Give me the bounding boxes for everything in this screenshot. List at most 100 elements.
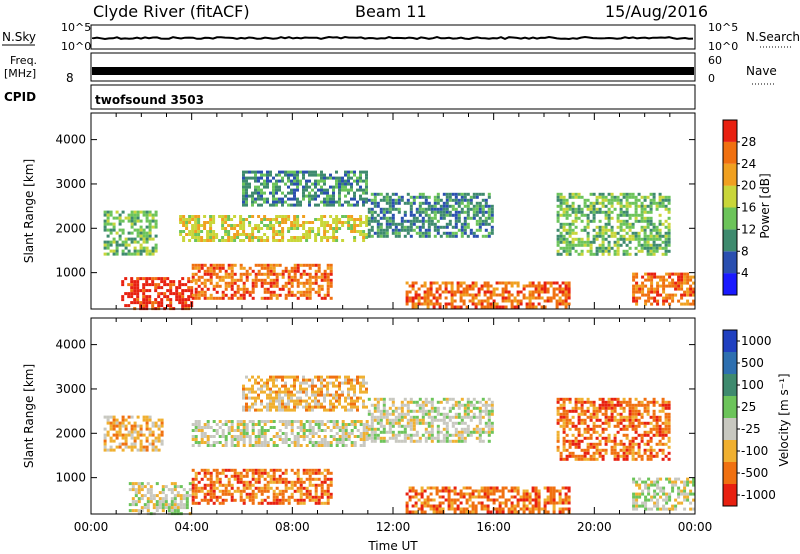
data-cell <box>203 224 207 227</box>
data-cell <box>130 210 134 214</box>
data-cell <box>124 243 128 247</box>
data-cell <box>347 390 350 394</box>
data-cell <box>203 293 207 297</box>
data-cell <box>567 498 571 502</box>
data-cell <box>245 432 249 435</box>
data-cell <box>456 281 460 285</box>
data-cell <box>212 486 216 490</box>
data-cell <box>426 302 430 306</box>
data-cell <box>510 302 514 306</box>
data-cell <box>427 234 431 238</box>
data-cell <box>266 495 270 499</box>
data-cell <box>347 402 350 406</box>
data-cell <box>484 216 488 220</box>
data-cell <box>266 396 269 400</box>
data-cell <box>245 471 249 475</box>
data-cell <box>275 468 279 472</box>
data-cell <box>409 427 413 431</box>
data-cell <box>272 384 275 388</box>
data-cell <box>254 444 258 447</box>
data-cell <box>224 483 228 487</box>
data-cell <box>224 275 228 279</box>
data-cell <box>463 195 467 199</box>
data-cell <box>489 492 493 496</box>
data-cell <box>359 423 363 426</box>
data-cell <box>580 195 584 199</box>
data-cell <box>305 387 308 391</box>
data-cell <box>293 393 296 397</box>
data-cell <box>314 179 317 183</box>
data-cell <box>622 192 626 196</box>
data-cell <box>335 221 339 224</box>
data-cell <box>653 296 657 300</box>
data-cell <box>326 284 330 288</box>
data-cell <box>314 495 318 499</box>
data-cell <box>492 299 496 303</box>
data-cell <box>631 192 635 196</box>
data-cell <box>568 445 572 449</box>
data-cell <box>109 213 113 217</box>
data-cell <box>653 287 657 291</box>
data-cell <box>317 483 321 487</box>
data-cell <box>263 272 267 276</box>
data-cell <box>659 275 663 279</box>
data-cell <box>549 284 553 288</box>
data-cell <box>427 436 431 440</box>
data-cell <box>565 409 569 413</box>
data-cell <box>287 408 290 412</box>
data-cell <box>293 194 296 198</box>
data-cell <box>287 287 291 291</box>
data-cell <box>562 445 566 449</box>
data-cell <box>586 240 590 244</box>
data-cell <box>281 432 285 435</box>
data-cell <box>634 237 638 241</box>
data-cell <box>212 218 216 221</box>
data-cell <box>278 188 281 192</box>
data-cell <box>559 418 563 422</box>
data-cell <box>145 439 149 443</box>
data-cell <box>388 204 392 208</box>
data-cell <box>224 468 228 472</box>
data-cell <box>436 406 440 410</box>
data-cell <box>424 397 428 401</box>
data-cell <box>362 399 365 403</box>
data-cell <box>215 423 219 426</box>
data-cell <box>418 234 422 238</box>
data-cell <box>115 433 119 437</box>
data-cell <box>583 421 587 425</box>
data-cell <box>242 426 246 429</box>
data-cell <box>429 281 433 285</box>
data-cell <box>686 278 690 282</box>
data-cell <box>465 305 469 309</box>
data-cell <box>317 293 321 297</box>
data-cell <box>420 510 424 514</box>
data-cell <box>124 439 128 443</box>
data-cell <box>414 290 418 294</box>
data-cell <box>643 207 647 211</box>
data-cell <box>531 293 535 297</box>
data-cell <box>203 498 207 502</box>
data-cell <box>598 243 602 247</box>
data-cell <box>127 252 131 256</box>
data-cell <box>350 405 353 409</box>
data-cell <box>290 239 294 242</box>
data-cell <box>601 192 605 196</box>
data-cell <box>248 435 252 438</box>
data-cell <box>103 243 107 247</box>
data-cell <box>391 433 395 437</box>
data-cell <box>463 406 467 410</box>
data-cell <box>158 506 162 510</box>
data-cell <box>457 228 461 232</box>
data-cell <box>200 498 204 502</box>
data-cell <box>454 412 458 416</box>
data-cell <box>142 283 146 287</box>
data-cell <box>448 433 452 437</box>
data-cell <box>445 439 449 443</box>
data-cell <box>200 287 204 291</box>
data-cell <box>595 409 599 413</box>
data-cell <box>130 433 134 437</box>
data-cell <box>326 197 329 201</box>
data-cell <box>397 406 401 410</box>
data-cell <box>534 305 538 309</box>
